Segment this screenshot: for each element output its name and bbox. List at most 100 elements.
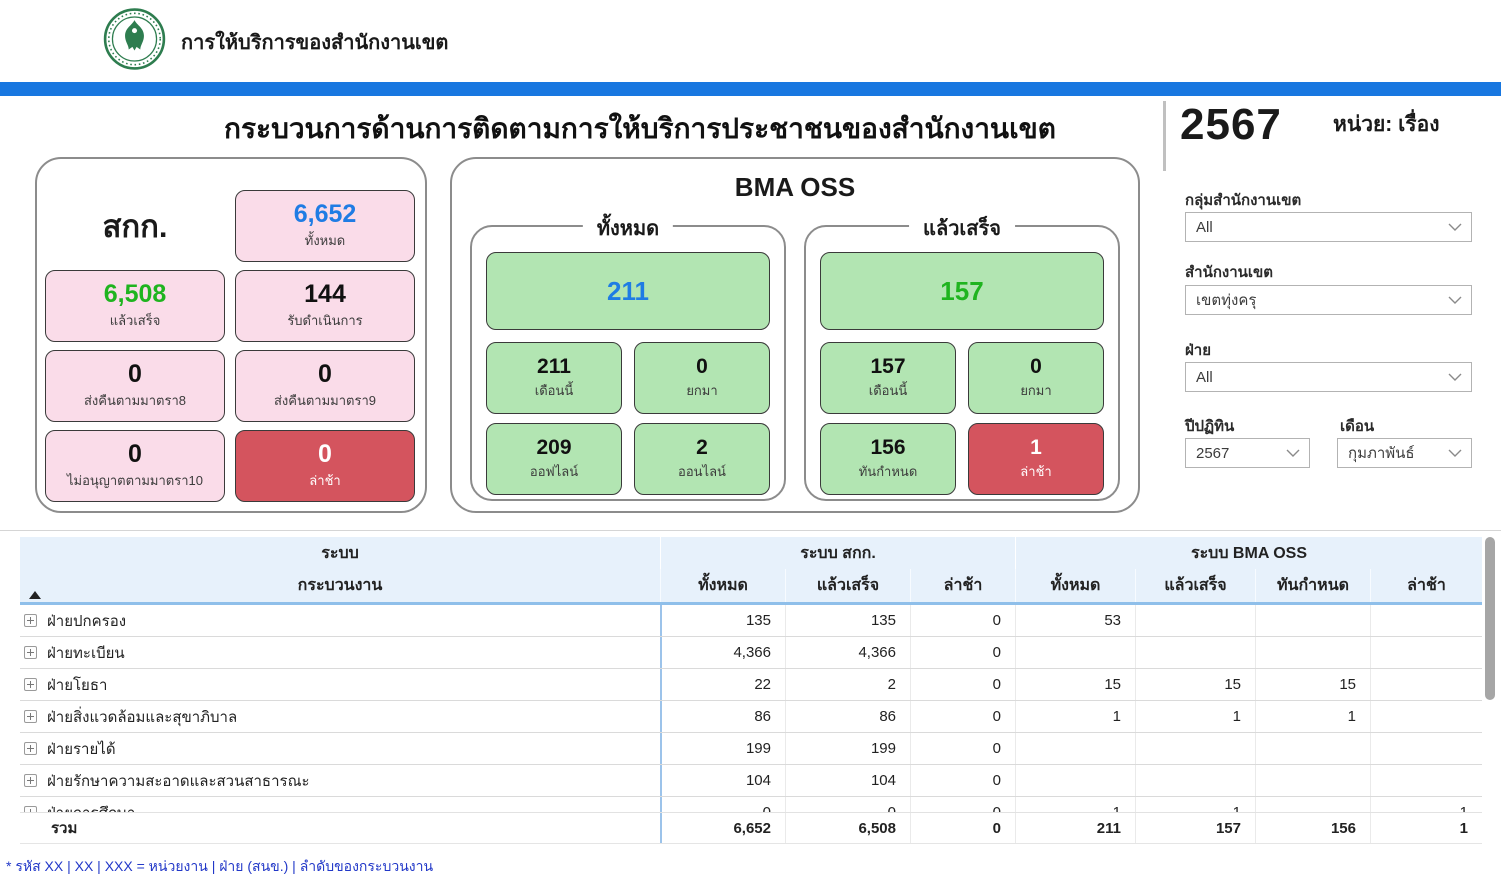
column-header[interactable]: ล่าช้า — [1370, 569, 1482, 602]
column-header[interactable]: ทั้งหมด — [660, 569, 785, 602]
table-cell: 199 — [660, 733, 785, 764]
filter-label-month: เดือน — [1340, 418, 1375, 435]
table-cell: 104 — [660, 765, 785, 796]
table-scrollbar-track[interactable] — [1484, 537, 1496, 843]
table-cell: 0 — [910, 637, 1015, 668]
table-cell — [1370, 733, 1482, 764]
table-cell: 1 — [1015, 701, 1135, 732]
expand-icon[interactable] — [24, 742, 37, 755]
column-header[interactable]: แล้วเสร็จ — [1135, 569, 1255, 602]
month-dropdown[interactable]: กุมภาพันธ์ — [1337, 438, 1472, 468]
bma-oss-panel: BMA OSS ทั้งหมด 211 211 เดือนนี้ 0 ยกมา … — [450, 157, 1140, 513]
stat-card-completed: 6,508 แล้วเสร็จ — [45, 270, 225, 342]
column-header[interactable]: ทันกำหนด — [1255, 569, 1370, 602]
dropdown-value: 2567 — [1196, 444, 1230, 462]
table-row[interactable]: ฝ่ายปกครอง 135 135 0 53 — [20, 605, 1482, 637]
accent-bar — [0, 82, 1501, 96]
table-cell: 1 — [1135, 701, 1255, 732]
table-row[interactable]: ฝ่ายทะเบียน 4,366 4,366 0 — [20, 637, 1482, 669]
table-cell: 0 — [910, 765, 1015, 796]
dropdown-value: All — [1196, 368, 1213, 386]
sakok-panel-title: สกก. — [102, 209, 168, 244]
table-row[interactable]: ฝ่ายการศึกษา 0 0 0 1 1 1 — [20, 797, 1482, 812]
stat-value: 0 — [696, 354, 708, 378]
table-cell — [1135, 605, 1255, 636]
stat-label: ทั้งหมด — [304, 232, 346, 248]
stat-label: เดือนนี้ — [534, 382, 574, 398]
expand-icon[interactable] — [24, 710, 37, 723]
table-cell: 0 — [910, 813, 1015, 843]
stat-label: แล้วเสร็จ — [109, 312, 161, 328]
stat-card-carried-over: 0 ยกมา — [634, 342, 770, 414]
unit-label: หน่วย: เรื่อง — [1333, 113, 1440, 136]
stat-card-on-time: 156 ทันกำหนด — [820, 423, 956, 495]
row-label: ฝ่ายปกครอง — [47, 612, 127, 630]
stat-card-offline: 209 ออฟไลน์ — [486, 423, 622, 495]
app-header: การให้บริการของสำนักงานเขต — [0, 0, 1501, 82]
table-cell — [1255, 637, 1370, 668]
filter-label-year: ปีปฏิทิน — [1185, 418, 1235, 435]
district-dropdown[interactable]: เขตทุ่งครุ — [1185, 285, 1472, 315]
row-label-cell: ฝ่ายโยธา — [20, 669, 660, 700]
stat-value: 0 — [318, 359, 332, 388]
table-cell — [1135, 637, 1255, 668]
stat-card-returned-s9: 0 ส่งคืนตามมาตรา9 — [235, 350, 415, 422]
table-cell: 0 — [910, 669, 1015, 700]
table-cell: 0 — [910, 605, 1015, 636]
row-label-cell: ฝ่ายการศึกษา — [20, 797, 660, 812]
table-group-header-row: ระบบ ระบบ สกก. ระบบ BMA OSS — [20, 537, 1482, 569]
table-cell: 0 — [910, 797, 1015, 812]
column-header[interactable]: ล่าช้า — [910, 569, 1015, 602]
year-dropdown[interactable]: 2567 — [1185, 438, 1310, 468]
table-row[interactable]: ฝ่ายโยธา 22 2 0 15 15 15 — [20, 669, 1482, 701]
stat-value: 157 — [870, 354, 906, 378]
expand-icon[interactable] — [24, 646, 37, 659]
table-cell: 15 — [1135, 669, 1255, 700]
table-row[interactable]: ฝ่ายรายได้ 199 199 0 — [20, 733, 1482, 765]
district-group-dropdown[interactable]: All — [1185, 212, 1472, 242]
table-row[interactable]: ฝ่ายสิ่งแวดล้อมและสุขาภิบาล 86 86 0 1 1 … — [20, 701, 1482, 733]
table-cell: 15 — [1015, 669, 1135, 700]
table-cell: 1 — [1255, 701, 1370, 732]
column-header-process[interactable]: กระบวนงาน — [20, 569, 660, 602]
expand-icon[interactable] — [24, 678, 37, 691]
table-total-row: รวม 6,652 6,508 0 211 157 156 1 — [20, 812, 1482, 844]
filter-label-district: สำนักงานเขต — [1185, 264, 1274, 281]
table-row[interactable]: ฝ่ายรักษาความสะอาดและสวนสาธารณะ 104 104 … — [20, 765, 1482, 797]
table-cell: 157 — [1135, 813, 1255, 843]
chevron-down-icon — [1448, 292, 1462, 309]
row-label: ฝ่ายโยธา — [47, 676, 108, 694]
table-scrollbar-thumb[interactable] — [1485, 537, 1495, 700]
chevron-down-icon — [1286, 445, 1300, 462]
table-cell — [1370, 701, 1482, 732]
table-cell — [1370, 669, 1482, 700]
table-cell: 1 — [1135, 797, 1255, 812]
table-cell — [1255, 765, 1370, 796]
bma-group-total: ทั้งหมด 211 211 เดือนนี้ 0 ยกมา 209 ออฟไ… — [470, 212, 786, 501]
table-cell: 86 — [785, 701, 910, 732]
expand-icon[interactable] — [24, 806, 37, 812]
column-header[interactable]: แล้วเสร็จ — [785, 569, 910, 602]
stat-card-carried-over: 0 ยกมา — [968, 342, 1104, 414]
stat-value: 6,652 — [293, 199, 357, 228]
table-cell: 15 — [1255, 669, 1370, 700]
expand-icon[interactable] — [24, 774, 37, 787]
expand-icon[interactable] — [24, 614, 37, 627]
row-label-cell: ฝ่ายทะเบียน — [20, 637, 660, 668]
stat-card-total: 6,652 ทั้งหมด — [235, 190, 415, 262]
stat-value: 144 — [304, 279, 346, 308]
stat-card-denied-s10: 0 ไม่อนุญาตตามมาตรา10 — [45, 430, 225, 502]
stat-label: ทันกำหนด — [858, 463, 918, 479]
table-cell: 1 — [1370, 813, 1482, 843]
table-cell: 0 — [910, 701, 1015, 732]
division-dropdown[interactable]: All — [1185, 362, 1472, 392]
table-cell — [1015, 765, 1135, 796]
stat-card-this-month: 211 เดือนนี้ — [486, 342, 622, 414]
chevron-down-icon — [1448, 445, 1462, 462]
column-header[interactable]: ทั้งหมด — [1015, 569, 1135, 602]
table-cell: 86 — [660, 701, 785, 732]
bma-group-title: ทั้งหมด — [582, 212, 674, 244]
stat-card-in-progress: 144 รับดำเนินการ — [235, 270, 415, 342]
stat-value: 0 — [128, 439, 142, 468]
group-header-system: ระบบ — [321, 544, 359, 562]
